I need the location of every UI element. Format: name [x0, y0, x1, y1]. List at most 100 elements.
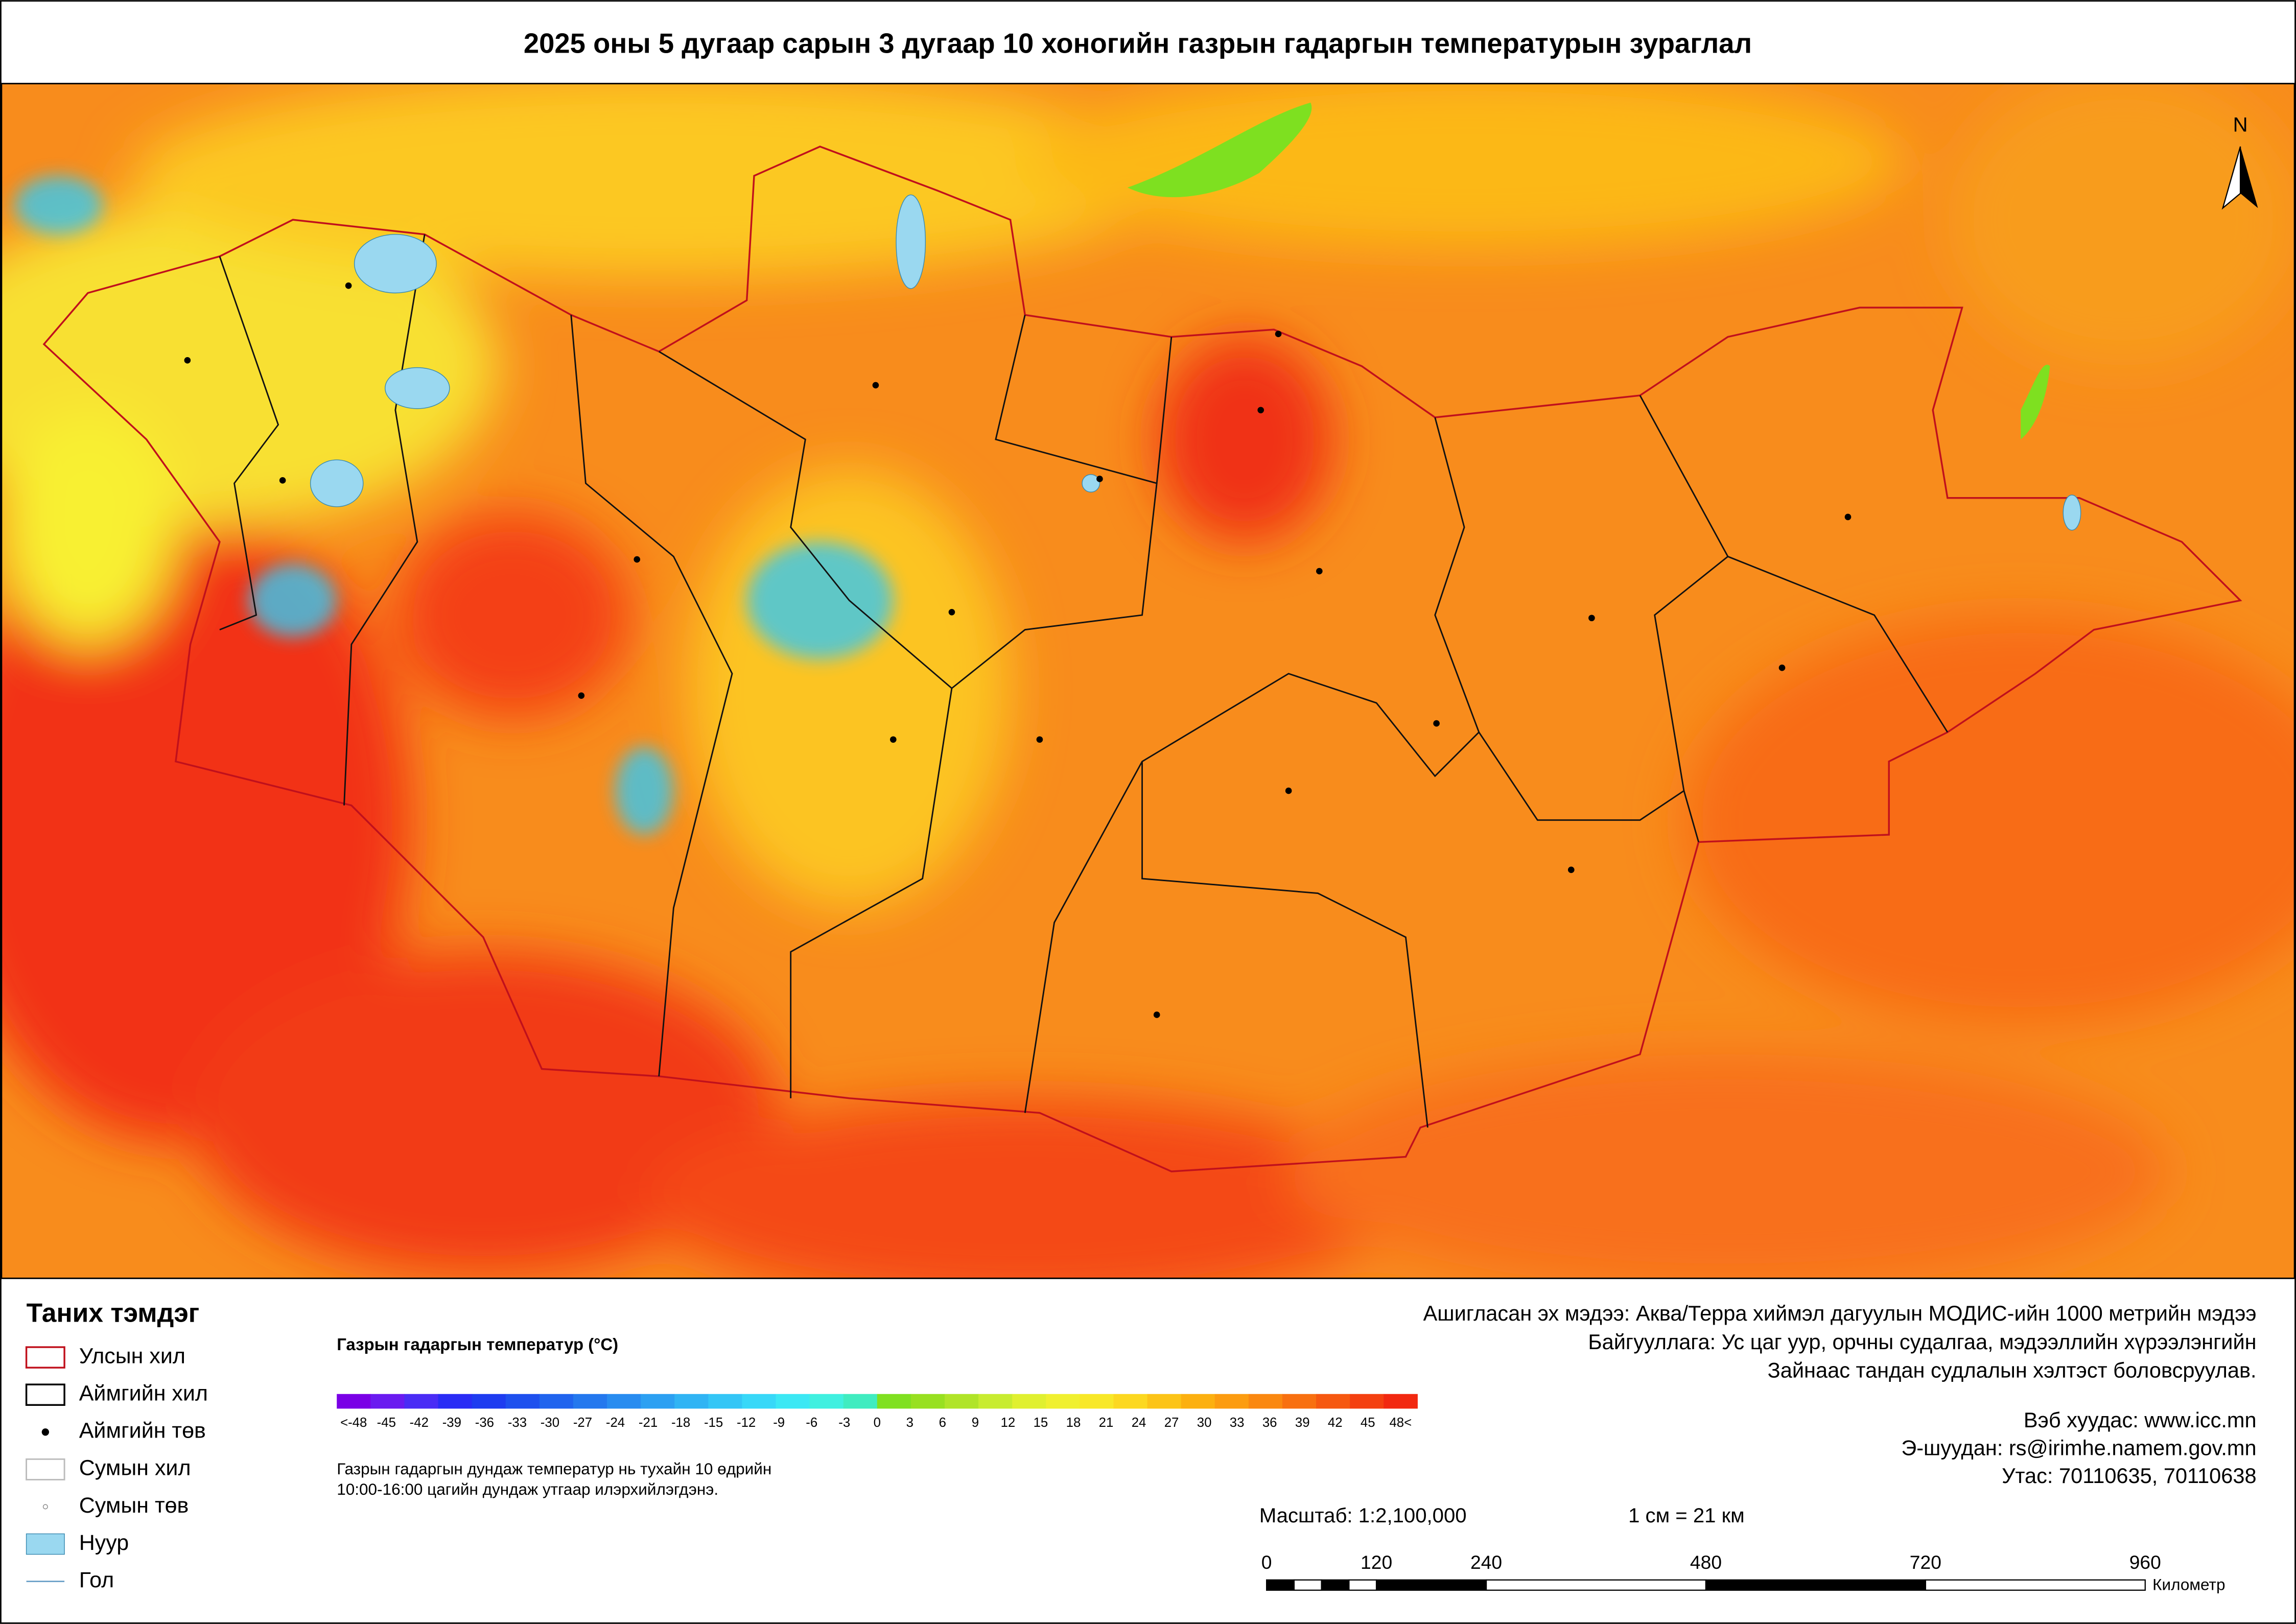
colorbar-swatch — [1113, 1394, 1148, 1409]
colorbar-swatch — [1181, 1394, 1215, 1409]
colorbar-label: -39 — [442, 1416, 461, 1430]
scale-segment — [1266, 1579, 1295, 1591]
colorbar-label: -36 — [475, 1416, 494, 1430]
national-border — [42, 146, 2242, 1172]
colorbar-label: 42 — [1328, 1416, 1343, 1430]
legend: Таних тэмдэг Улсын хил Аймгийн хил Аймгийн… — [25, 1298, 208, 1592]
legend-label: Гол — [79, 1568, 114, 1592]
colorbar-swatch — [742, 1394, 777, 1409]
colorbar-label: 27 — [1164, 1416, 1179, 1430]
scale-tick-label: 120 — [1361, 1551, 1392, 1573]
colorbar-swatch — [370, 1394, 405, 1409]
colorbar-label: -45 — [377, 1416, 396, 1430]
note-line: 10:00-16:00 цагийн дундаж утгаар илэрхий… — [337, 1480, 718, 1498]
scale-segment — [1348, 1579, 1377, 1591]
notes: Газрын гадаргын дундаж температур нь тух… — [337, 1301, 2256, 1498]
colorbar-swatch — [337, 1394, 371, 1409]
colorbar: Газрын гадаргын температур (°C) <-48 -45 -… — [337, 1335, 1418, 1430]
colorbar-label: -33 — [508, 1416, 527, 1430]
colorbar-label: 30 — [1197, 1416, 1212, 1430]
colorbar-swatch — [1384, 1394, 1418, 1409]
colorbar-label: 6 — [939, 1416, 946, 1430]
legend-symbol — [41, 1428, 50, 1436]
colorbar-label: -3 — [838, 1416, 850, 1430]
colorbar-swatch — [1316, 1394, 1350, 1409]
colorbar-label: 0 — [874, 1416, 881, 1430]
colorbar-label: <-48 — [340, 1416, 367, 1430]
scale-tick-label: 960 — [2129, 1551, 2161, 1573]
contact-line: Э-шуудан: rs@irimhe.namem.gov.mn — [1901, 1436, 2256, 1460]
scale-segment — [1705, 1579, 1927, 1591]
colorbar-swatch — [1350, 1394, 1384, 1409]
legend-label: Нуур — [79, 1531, 129, 1555]
scale-tick-label: 480 — [1690, 1551, 1722, 1573]
lakes — [310, 194, 2081, 531]
colorbar-label: 48< — [1389, 1416, 1412, 1430]
colorbar-label: -27 — [573, 1416, 592, 1430]
temperature-raster — [1, 83, 2295, 1279]
colorbar-label: -15 — [704, 1416, 723, 1430]
contact-line: Вэб хуудас: www.icc.mn — [2024, 1408, 2257, 1432]
scale-text: Масштаб: 1:2,100,000 — [1259, 1504, 1467, 1527]
scale-segment — [1321, 1579, 1350, 1591]
colorbar-swatch — [641, 1394, 675, 1409]
colorbar-swatch — [910, 1394, 945, 1409]
colorbar-swatch — [1248, 1394, 1283, 1409]
colorbar-swatch — [1147, 1394, 1182, 1409]
note-line: Газрын гадаргын дундаж температур нь тух… — [337, 1460, 771, 1478]
colorbar-label: -21 — [639, 1416, 658, 1430]
source-line: Ашигласан эх мэдээ: Аква/Терра хиймэл да… — [1423, 1301, 2257, 1325]
colorbar-label: 36 — [1262, 1416, 1277, 1430]
colorbar-label: -9 — [773, 1416, 785, 1430]
colorbar-swatch — [539, 1394, 574, 1409]
colorbar-swatch — [843, 1394, 878, 1409]
scale-tick-label: 0 — [1261, 1551, 1272, 1573]
colorbar-label: -24 — [606, 1416, 625, 1430]
map-title: 2025 оны 5 дугаар сарын 3 дугаар 10 хоно… — [524, 28, 1752, 59]
legend-label: Сумын хил — [79, 1456, 191, 1480]
source-line: Байгууллага: Ус цаг уур, орчны судалгаа,… — [1588, 1330, 2256, 1354]
colorbar-swatch — [573, 1394, 607, 1409]
colorbar-swatch — [1012, 1394, 1046, 1409]
scale-segment — [1375, 1579, 1487, 1591]
colorbar-label: 39 — [1295, 1416, 1310, 1430]
colorbar-swatch — [1080, 1394, 1114, 1409]
colorbar-swatch — [438, 1394, 473, 1409]
colorbar-swatch — [404, 1394, 439, 1409]
source-line: Зайнаас тандан судлалын хэлтэст боловсру… — [1768, 1358, 2257, 1382]
north-label: N — [2233, 113, 2248, 136]
legend-symbol — [26, 1533, 65, 1555]
scale-segment — [1293, 1579, 1322, 1591]
north-arrow: N — [2221, 113, 2258, 210]
legend-title: Таних тэмдэг — [27, 1298, 200, 1328]
colorbar-label: 15 — [1034, 1416, 1048, 1430]
colorbar-label: 21 — [1099, 1416, 1114, 1430]
map-frame — [1, 83, 2295, 1279]
colorbar-label: -12 — [737, 1416, 756, 1430]
scale-segment — [1485, 1579, 1707, 1591]
colorbar-title: Газрын гадаргын температур (°C) — [337, 1335, 618, 1354]
colorbar-swatch — [1214, 1394, 1249, 1409]
colorbar-label: -6 — [806, 1416, 817, 1430]
scale-tick-label: 240 — [1470, 1551, 1502, 1573]
colorbar-label: 24 — [1132, 1416, 1146, 1430]
legend-label: Улсын хил — [79, 1344, 185, 1368]
aimag-borders — [219, 234, 1949, 1128]
colorbar-swatch — [606, 1394, 641, 1409]
colorbar-swatch — [978, 1394, 1013, 1409]
aimag-centers — [184, 282, 1852, 1018]
legend-symbol — [42, 1504, 48, 1510]
contact-line: Утас: 70110635, 70110638 — [2002, 1464, 2257, 1488]
colorbar-label: -30 — [541, 1416, 559, 1430]
colorbar-label: 3 — [906, 1416, 913, 1430]
colorbar-label: 12 — [1001, 1416, 1016, 1430]
scale-tick-label: 720 — [1910, 1551, 1941, 1573]
legend-label: Аймгийн хил — [79, 1381, 208, 1406]
colorbar-label: 18 — [1066, 1416, 1081, 1430]
colorbar-swatch — [809, 1394, 844, 1409]
colorbar-swatch — [674, 1394, 709, 1409]
scale-unit: Километр — [2152, 1575, 2225, 1594]
colorbar-swatch — [472, 1394, 506, 1409]
